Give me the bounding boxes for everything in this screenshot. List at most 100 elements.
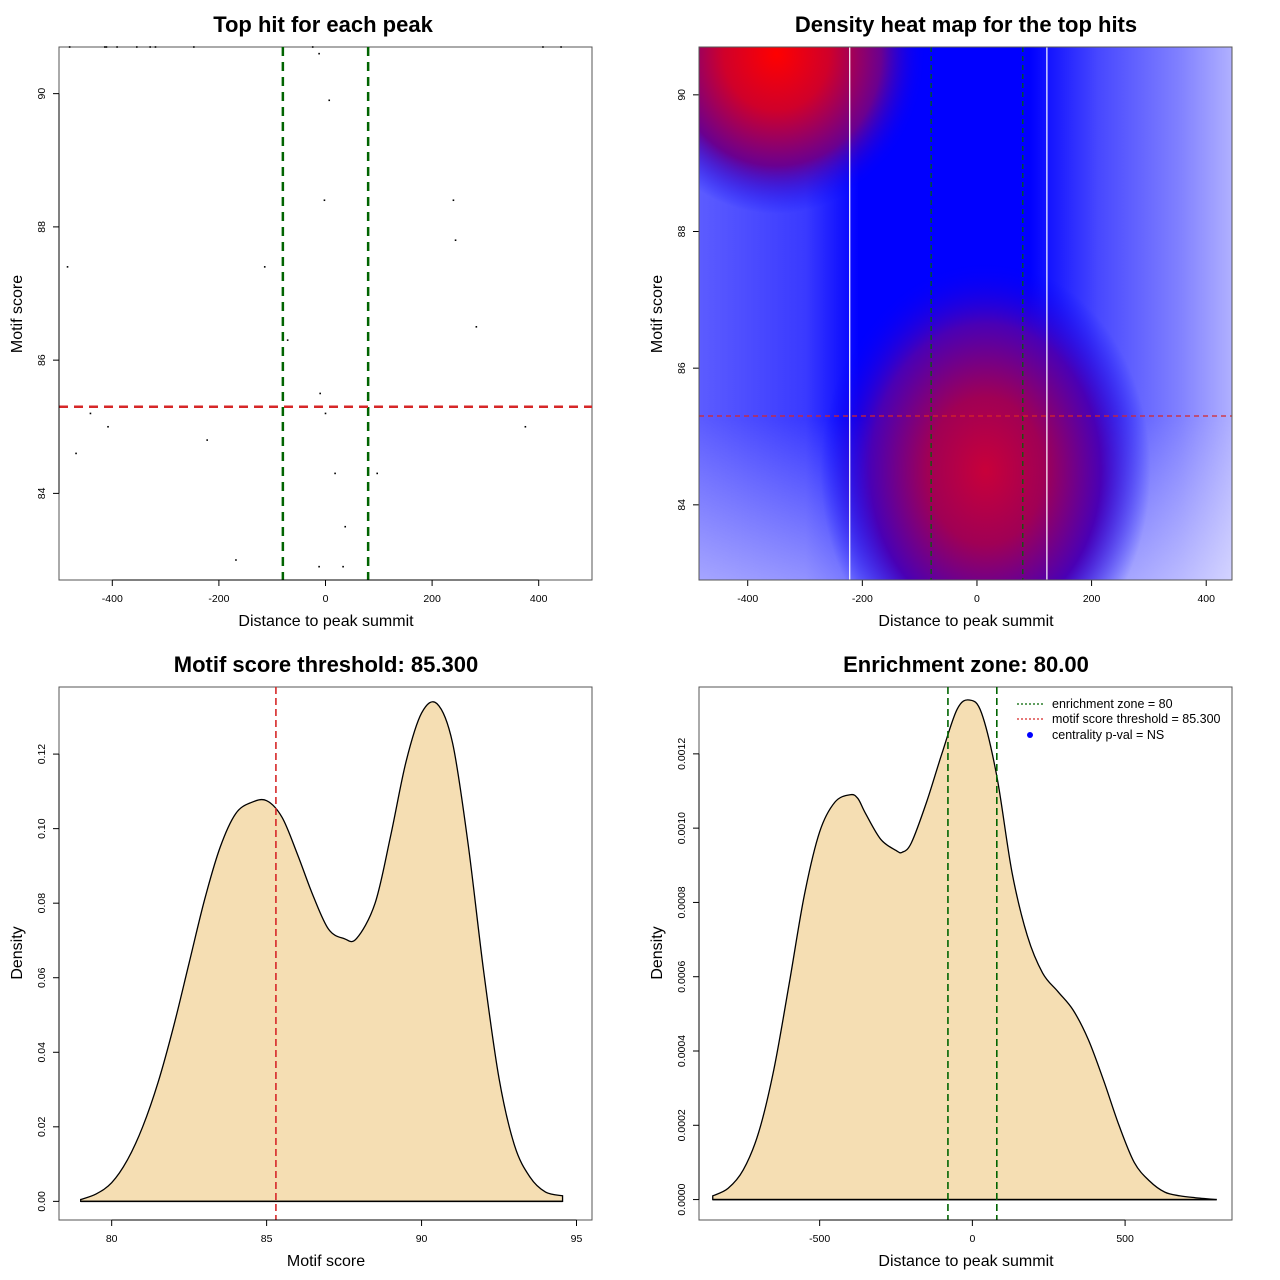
score-density-xtick-label: 95 (571, 1233, 583, 1245)
score-density-ytick-label: 0.00 (36, 1191, 48, 1212)
scatter-point (342, 565, 344, 568)
scatter-title: Top hit for each peak (213, 12, 433, 37)
heatmap-hotspot (820, 260, 1151, 580)
scatter-point (318, 52, 320, 55)
distance-density-ytick-label: 0.0000 (676, 1183, 688, 1215)
distance-density-title: Enrichment zone: 80.00 (843, 652, 1089, 677)
heatmap-xtick-label: -400 (737, 593, 758, 605)
distance-density-ytick-label: 0.0002 (676, 1109, 688, 1141)
distance-density-ylabel: Density (649, 926, 666, 979)
scatter-point (542, 46, 544, 48)
scatter-point (324, 412, 327, 415)
scatter-point (454, 239, 457, 242)
distance-density-xtick-label: -500 (809, 1233, 830, 1245)
heatmap-xtick-label: -200 (852, 593, 873, 605)
scatter-point (149, 46, 151, 48)
heatmap-panel: Density heat map for the top hits -400 -2… (649, 12, 1233, 630)
heatmap-title: Density heat map for the top hits (795, 12, 1137, 37)
scatter-point (323, 199, 326, 202)
scatter-point (235, 559, 237, 561)
scatter-point (560, 46, 562, 48)
scatter-plot-frame (58, 46, 593, 581)
heatmap-ylabel: Motif score (649, 275, 666, 353)
scatter-xtick-label: -400 (102, 593, 123, 605)
score-density-ylabel: Density (9, 926, 26, 979)
scatter-point (104, 46, 106, 48)
scatter-ylabel: Motif score (9, 275, 26, 353)
score-density-ytick-label: 0.12 (36, 744, 48, 765)
scatter-ytick-label: 90 (36, 88, 48, 100)
scatter-point (105, 46, 108, 48)
heatmap-ytick-label: 90 (676, 89, 688, 101)
heatmap-ytick-label: 84 (676, 499, 688, 511)
distance-density-ytick-label: 0.0006 (676, 961, 688, 993)
heatmap-xlabel: Distance to peak summit (878, 613, 1054, 630)
scatter-xtick-label: 0 (323, 593, 329, 605)
heatmap-plot-frame (698, 46, 1233, 581)
scatter-point (107, 425, 109, 428)
score-density-title: Motif score threshold: 85.300 (174, 652, 478, 677)
scatter-point (328, 99, 331, 102)
scatter-point (68, 46, 71, 48)
score-density-xtick-label: 80 (106, 1233, 118, 1245)
distance-density-xtick-label: 500 (1116, 1233, 1134, 1245)
distance-density-ytick-label: 0.0012 (676, 738, 688, 770)
score-density-panel: Motif score threshold: 85.300 80 85 90 95 0.… (9, 652, 593, 1270)
scatter-point (376, 472, 379, 475)
scatter-point (193, 46, 195, 48)
scatter-point (154, 46, 157, 48)
scatter-point (263, 266, 266, 268)
legend-dot-centrality-icon (1027, 732, 1033, 738)
heatmap-xtick-label: 400 (1197, 593, 1215, 605)
scatter-point (452, 199, 455, 202)
score-density-ytick-label: 0.10 (36, 818, 48, 839)
scatter-point (286, 339, 289, 341)
scatter-point (475, 326, 478, 328)
heatmap-xtick-label: 200 (1083, 593, 1101, 605)
score-density-xtick-label: 90 (416, 1233, 428, 1245)
scatter-xlabel: Distance to peak summit (238, 613, 414, 630)
scatter-point (66, 266, 69, 268)
score-density-ytick-label: 0.08 (36, 893, 48, 914)
distance-density-xlabel: Distance to peak summit (878, 1253, 1054, 1270)
scatter-point (75, 452, 77, 455)
distance-density-ytick-label: 0.0004 (676, 1035, 688, 1067)
scatter-point (89, 412, 92, 415)
scatter-point (116, 46, 118, 48)
heatmap-ytick-label: 86 (676, 362, 688, 374)
scatter-xtick-label: -200 (208, 593, 229, 605)
legend-label-enrichment-zone: enrichment zone = 80 (1052, 697, 1173, 711)
distance-density-ytick-label: 0.0010 (676, 812, 688, 844)
heatmap-xtick-label: 0 (974, 593, 980, 605)
distance-density-xtick-label: 0 (969, 1233, 975, 1245)
scatter-panel: Top hit for each peak -400 -200 0 200 400 84 8… (9, 12, 593, 630)
legend-label-centrality: centrality p-val = NS (1052, 728, 1164, 742)
heatmap-ytick-label: 88 (676, 226, 688, 238)
scatter-ytick-label: 86 (36, 354, 48, 366)
legend: enrichment zone = 80 motif score thresho… (1017, 697, 1221, 742)
scatter-xtick-label: 400 (530, 593, 548, 605)
distance-density-ytick-label: 0.0008 (676, 886, 688, 918)
heatmap-hotspot (699, 47, 927, 214)
score-density-ytick-label: 0.02 (36, 1116, 48, 1137)
scatter-ytick-label: 84 (36, 487, 48, 499)
scatter-point (344, 525, 347, 528)
scatter-point (136, 46, 138, 48)
scatter-point (319, 392, 321, 395)
scatter-point (311, 46, 314, 48)
scatter-xtick-label: 200 (423, 593, 441, 605)
score-density-density-area (80, 701, 564, 1203)
scatter-ytick-label: 88 (36, 221, 48, 233)
score-density-xlabel: Motif score (287, 1253, 365, 1270)
scatter-point (206, 439, 208, 441)
scatter-point (334, 472, 336, 475)
score-density-ytick-label: 0.04 (36, 1042, 48, 1063)
scatter-point (318, 565, 320, 568)
distance-density-panel: Enrichment zone: 80.00 -500 0 500 0.0000 0.0… (649, 652, 1233, 1270)
heatmap-surface (699, 47, 1232, 580)
score-density-ytick-label: 0.06 (36, 967, 48, 988)
scatter-point (524, 425, 527, 428)
distance-density-density-area (712, 699, 1217, 1201)
score-density-xtick-label: 85 (261, 1233, 273, 1245)
